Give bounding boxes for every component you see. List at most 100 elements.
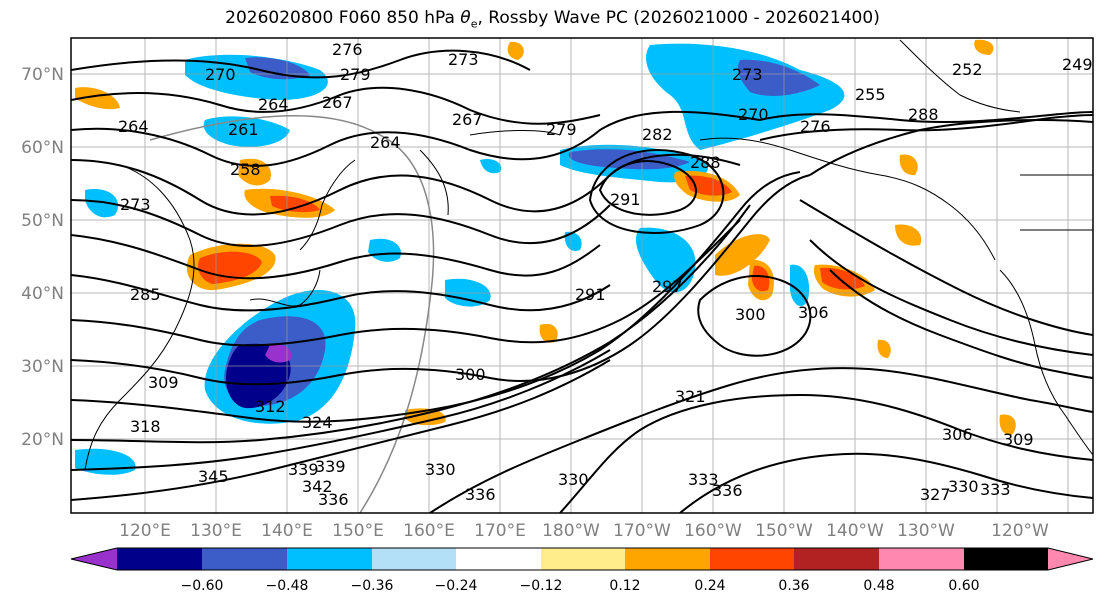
colorbar-segment <box>456 548 541 570</box>
contour-label: 336 <box>465 485 496 504</box>
contour-label: 255 <box>855 85 886 104</box>
colorbar-segment <box>541 548 625 570</box>
lat-label: 30°N <box>21 357 64 377</box>
lat-label: 60°N <box>21 138 64 158</box>
contour-label: 300 <box>455 365 486 384</box>
contour-label: 321 <box>675 387 706 406</box>
contour-label: 324 <box>302 413 333 432</box>
contour-label: 318 <box>130 417 161 436</box>
shade-region <box>368 238 401 262</box>
contour-label: 276 <box>800 117 831 136</box>
contour-label: 336 <box>712 481 743 500</box>
shade-region <box>738 59 820 96</box>
contour-label: 312 <box>255 397 286 416</box>
shade-region <box>203 116 290 147</box>
contour-label: 306 <box>798 303 829 322</box>
contour-label: 285 <box>130 285 161 304</box>
shade-region <box>539 323 558 343</box>
contour-label: 330 <box>558 470 589 489</box>
map-panel: 276 273 270 279 267 264 261 258 267 264 … <box>70 37 1094 514</box>
figure-title: 2026020800 F060 850 hPa θe, Rossby Wave … <box>225 8 880 31</box>
contour-label: 288 <box>908 105 939 124</box>
colorbar-segment <box>625 548 710 570</box>
lat-label: 50°N <box>21 211 64 231</box>
contour-label: 273 <box>732 65 763 84</box>
contour-label: 264 <box>258 95 289 114</box>
colorbar: −0.60 −0.48 −0.36 −0.24 −0.12 0.12 0.24 … <box>70 547 1094 594</box>
colorbar-tick: 0.60 <box>948 578 979 594</box>
contour-label: 342 <box>302 477 333 496</box>
contour-label: 309 <box>1003 430 1034 449</box>
contour-label: 333 <box>688 470 719 489</box>
lat-label: 70°N <box>21 65 64 85</box>
lon-label: 160°E <box>403 521 455 541</box>
contour-label: 279 <box>546 120 577 139</box>
shade-region <box>895 224 922 246</box>
colorbar-segment <box>202 548 287 570</box>
contour-label: 339 <box>288 460 319 479</box>
contour-labels: 276 273 270 279 267 264 261 258 267 264 … <box>118 40 1093 509</box>
colorbar-tick: −0.48 <box>266 578 309 594</box>
contour-label: 258 <box>230 160 261 179</box>
contour-label: 261 <box>228 120 259 139</box>
contour-label: 249 <box>1062 55 1093 74</box>
colorbar-tick: 0.48 <box>863 578 894 594</box>
lon-label: 170°W <box>613 521 671 541</box>
colorbar-extend-min <box>71 548 117 570</box>
shade-region <box>877 339 891 358</box>
lon-label: 130°W <box>897 521 955 541</box>
colorbar-tick: −0.60 <box>181 578 224 594</box>
latitude-labels: 70°N 60°N 50°N 40°N 30°N 20°N <box>21 65 64 450</box>
shade-region <box>646 43 845 150</box>
colorbar-tick: −0.12 <box>520 578 563 594</box>
coastlines <box>84 39 1093 471</box>
lon-label: 150°W <box>755 521 813 541</box>
theta-e-contours <box>71 49 1093 513</box>
shade-region <box>198 251 262 284</box>
contour-label: 306 <box>942 425 973 444</box>
colorbar-segment <box>117 548 202 570</box>
colorbar-tick: 0.36 <box>778 578 809 594</box>
contour-label: 273 <box>120 195 151 214</box>
colorbar-outline <box>70 547 1094 571</box>
shade-region <box>480 159 502 174</box>
contour-label: 339 <box>315 457 346 476</box>
contour-label: 270 <box>738 105 769 124</box>
contour-label: 333 <box>980 480 1011 499</box>
shade-region <box>568 149 690 170</box>
contour-label: 345 <box>198 467 229 486</box>
contour-label: 309 <box>148 373 179 392</box>
contour-label: 264 <box>118 117 149 136</box>
lat-label: 40°N <box>21 284 64 304</box>
contour-label: 300 <box>735 305 766 324</box>
shade-region <box>974 39 994 55</box>
longitude-labels: 120°E 130°E 140°E 150°E 160°E 170°E 180°… <box>119 521 1049 541</box>
shade-region <box>999 414 1016 436</box>
lon-label: 130°E <box>190 521 242 541</box>
contour-label: 297 <box>652 277 683 296</box>
colorbar-segment <box>372 548 456 570</box>
contour-label: 327 <box>920 485 951 504</box>
map-frame <box>70 37 1094 514</box>
shade-region <box>270 195 320 213</box>
colorbar-segment <box>879 548 964 570</box>
lat-label: 20°N <box>21 430 64 450</box>
contour-label: 330 <box>425 460 456 479</box>
colorbar-tick: −0.24 <box>435 578 478 594</box>
contour-label: 276 <box>332 40 363 59</box>
colorbar-tick: 0.24 <box>694 578 725 594</box>
lon-label: 160°W <box>684 521 742 541</box>
shade-region <box>564 231 582 251</box>
contour-label: 270 <box>205 65 236 84</box>
contour-label: 252 <box>952 60 983 79</box>
shade-region <box>85 189 119 218</box>
contour-label: 330 <box>948 477 979 496</box>
contour-label: 267 <box>322 93 353 112</box>
contour-label: 267 <box>452 110 483 129</box>
shade-region <box>507 41 524 60</box>
contour-label: 288 <box>690 153 721 172</box>
colorbar-segment <box>710 548 794 570</box>
colorbar-segment <box>794 548 879 570</box>
contour-label: 291 <box>575 285 606 304</box>
